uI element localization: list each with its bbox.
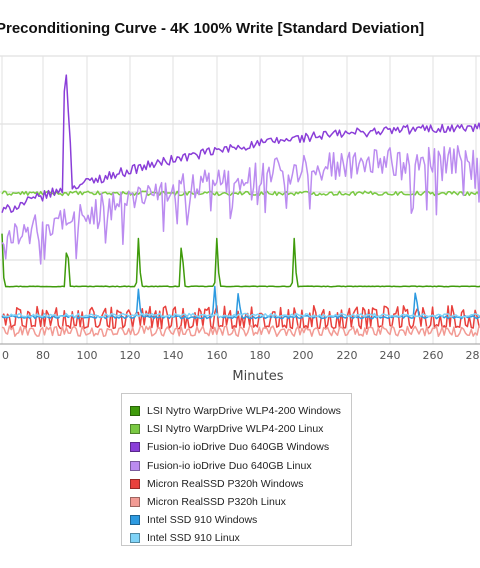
legend-swatch — [130, 497, 140, 508]
legend-swatch — [130, 515, 140, 526]
legend-label: LSI Nytro WarpDrive WLP4-200 Windows — [147, 405, 341, 418]
legend-swatch — [130, 533, 140, 544]
x-tick-label: 140 — [163, 349, 184, 362]
series-line-3 — [1, 74, 480, 213]
x-tick-label: 80 — [36, 349, 50, 362]
series-line-1 — [1, 233, 480, 288]
legend-label: Fusion-io ioDrive Duo 640GB Linux — [147, 459, 312, 472]
x-tick-label: 220 — [337, 349, 358, 362]
legend-label: Micron RealSSD P320h Windows — [147, 477, 304, 490]
legend-swatch — [130, 442, 140, 453]
x-tick-label: 100 — [77, 349, 98, 362]
chart-series-layer — [1, 74, 480, 338]
chart-legend: LSI Nytro WarpDrive WLP4-200 Windows LSI … — [121, 393, 352, 546]
legend-item: Micron RealSSD P320h Windows — [130, 475, 351, 493]
legend-item: Intel SSD 910 Linux — [130, 529, 351, 547]
chart-title: Preconditioning Curve - 4K 100% Write [S… — [0, 20, 425, 37]
legend-item: Fusion-io ioDrive Duo 640GB Linux — [130, 457, 351, 475]
series-line-8 — [1, 312, 480, 318]
legend-swatch — [130, 424, 140, 435]
legend-item: LSI Nytro WarpDrive WLP4-200 Linux — [130, 420, 351, 438]
x-tick-label: 280 — [466, 349, 480, 362]
legend-swatch — [130, 406, 140, 417]
legend-label: Micron RealSSD P320h Linux — [147, 496, 286, 509]
x-tick-label: 200 — [293, 349, 314, 362]
legend-item: LSI Nytro WarpDrive WLP4-200 Windows — [130, 402, 351, 420]
chart-grid — [0, 55, 480, 345]
x-tick-label: 240 — [380, 349, 401, 362]
x-tick-label: 0 — [2, 349, 9, 362]
x-tick-label: 180 — [250, 349, 271, 362]
legend-label: Fusion-io ioDrive Duo 640GB Windows — [147, 441, 330, 454]
series-line-4 — [1, 145, 480, 265]
legend-swatch — [130, 478, 140, 489]
x-tick-label: 160 — [207, 349, 228, 362]
legend-swatch — [130, 460, 140, 471]
legend-item: Intel SSD 910 Windows — [130, 511, 351, 529]
series-line-2 — [1, 190, 480, 197]
series-line-6 — [1, 325, 480, 338]
chart-plot: 0 80 100 120 140 160 180 200 220 240 260 280 — [0, 55, 480, 362]
x-tick-label: 120 — [120, 349, 141, 362]
legend-label: LSI Nytro WarpDrive WLP4-200 Linux — [147, 423, 324, 436]
legend-label: Intel SSD 910 Linux — [147, 532, 240, 545]
legend-label: Intel SSD 910 Windows — [147, 514, 258, 527]
x-axis-label: Minutes — [232, 369, 284, 384]
legend-item: Fusion-io ioDrive Duo 640GB Windows — [130, 438, 351, 456]
x-tick-label: 260 — [423, 349, 444, 362]
legend-item: Micron RealSSD P320h Linux — [130, 493, 351, 511]
x-axis-ticks: 0 80 100 120 140 160 180 200 220 240 260 280 — [2, 349, 480, 362]
